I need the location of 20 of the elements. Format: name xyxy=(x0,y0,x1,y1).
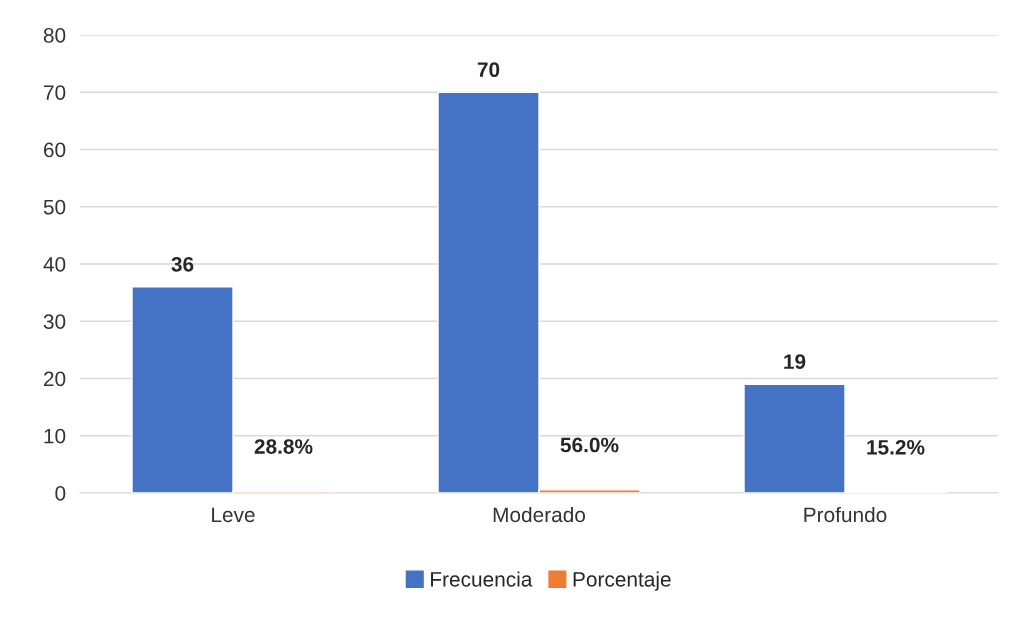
y-tick-label: 30 xyxy=(43,314,66,329)
data-label: 28.8% xyxy=(254,439,313,454)
y-tick-label: 80 xyxy=(43,28,66,43)
y-tick-label: 40 xyxy=(43,257,66,272)
data-label: 70 xyxy=(477,62,500,78)
x-tick-label: Moderado xyxy=(493,506,586,523)
y-tick-label: 50 xyxy=(43,199,66,215)
y-tick-label: 60 xyxy=(44,142,66,158)
legend-label: Frecuencia xyxy=(431,571,533,587)
data-label: 15.2% xyxy=(867,439,925,455)
y-tick-label: 70 xyxy=(44,85,66,100)
y-tick-label: 20 xyxy=(43,371,66,387)
x-tick-label: Profundo xyxy=(804,506,887,523)
data-label: 36 xyxy=(171,256,194,272)
data-label: 56.0% xyxy=(560,437,619,453)
x-tick-label: Leve xyxy=(212,507,255,523)
y-tick-label: 10 xyxy=(44,428,66,444)
data-label: 19 xyxy=(784,354,806,369)
legend-label: Porcentaje xyxy=(573,571,671,591)
y-tick-label: 0 xyxy=(55,486,66,501)
